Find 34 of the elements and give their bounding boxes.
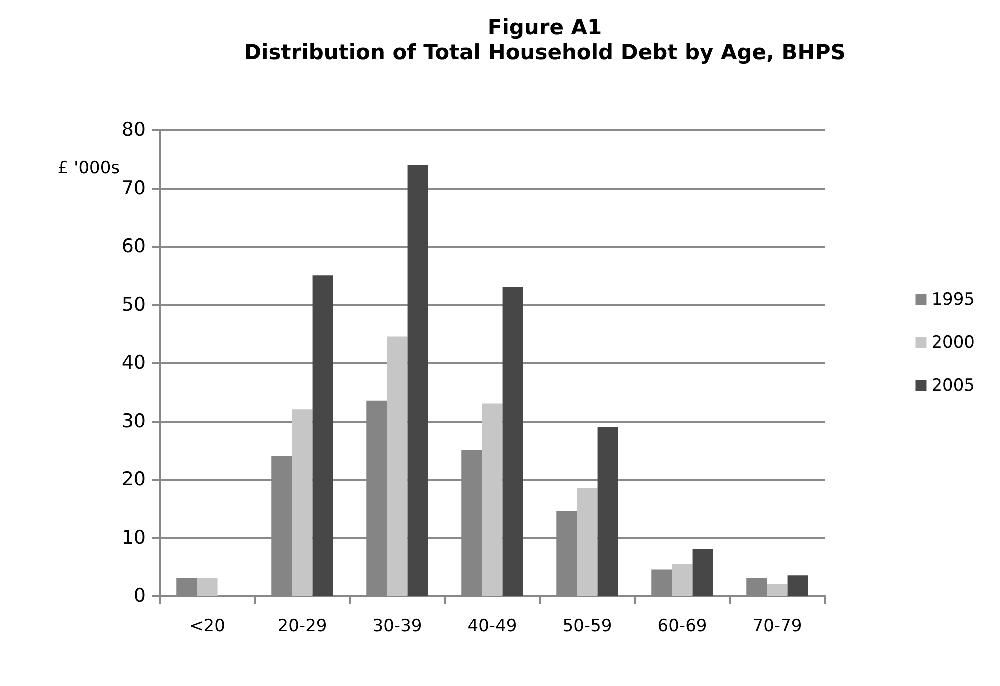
- legend-label: 1995: [932, 290, 975, 310]
- y-tick-label: 40: [122, 352, 146, 374]
- bar: [577, 488, 598, 596]
- bar: [408, 164, 428, 596]
- x-tick-label: 70-79: [752, 616, 802, 636]
- bar: [672, 564, 693, 596]
- y-tick-label: 0: [134, 585, 146, 607]
- bar: [197, 578, 218, 596]
- bar: [767, 584, 788, 596]
- bar: [788, 576, 808, 596]
- x-tick-label: 30-39: [372, 616, 422, 636]
- y-tick-label: 80: [122, 119, 146, 141]
- bar: [598, 427, 618, 596]
- x-tick-label: 50-59: [562, 616, 612, 636]
- y-tick-label: 10: [122, 526, 146, 549]
- x-tick-label: 40-49: [468, 616, 518, 636]
- y-tick-label: 70: [122, 177, 146, 200]
- y-tick-label: 50: [122, 294, 146, 316]
- y-tick-label: 30: [122, 410, 146, 432]
- bar: [292, 410, 313, 596]
- x-tick-label: <20: [190, 616, 226, 636]
- legend-label: 2005: [932, 376, 975, 396]
- chart-title: Figure A1 Distribution of Total Household Debt by Age, BHPS: [244, 16, 846, 64]
- bar: [312, 276, 334, 596]
- bar: [692, 549, 714, 596]
- y-tick-label: 20: [122, 468, 146, 490]
- bar: [482, 404, 503, 596]
- legend-label: 2000: [932, 333, 975, 353]
- y-axis-title: £ '000s: [58, 158, 120, 178]
- y-tick-label: 60: [122, 236, 146, 258]
- x-tick-label: 60-69: [658, 616, 708, 636]
- bar: [387, 336, 408, 596]
- x-tick-label: 20-29: [278, 616, 328, 636]
- bar: [502, 287, 524, 596]
